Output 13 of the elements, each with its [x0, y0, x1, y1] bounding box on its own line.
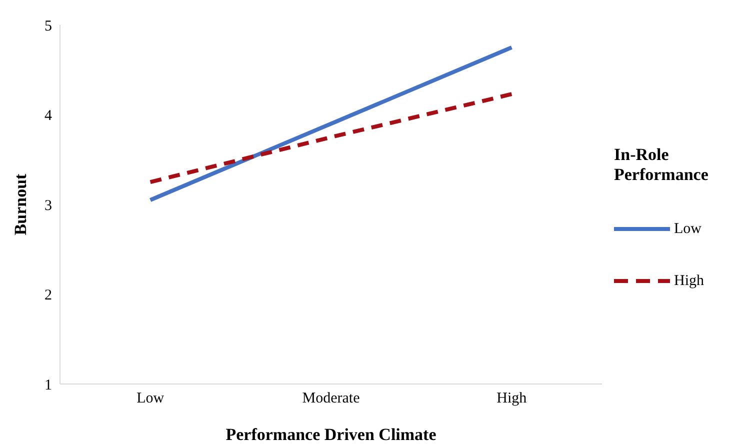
y-axis-title: Burnout: [11, 173, 30, 236]
y-tick-label: 5: [44, 18, 52, 34]
x-tick-label: Low: [136, 390, 164, 407]
legend-title: In-Role Performance: [614, 145, 710, 185]
x-axis-title: Performance Driven Climate: [226, 425, 437, 444]
legend-label: High: [674, 272, 704, 290]
x-tick-label: Moderate: [302, 390, 360, 407]
y-tick-label: 3: [44, 198, 52, 214]
y-tick-label: 4: [44, 108, 52, 124]
y-tick-label: 2: [44, 288, 52, 304]
x-tick-label: High: [496, 390, 528, 407]
legend-label: Low: [674, 220, 702, 238]
y-tick-label: 1: [44, 377, 52, 394]
